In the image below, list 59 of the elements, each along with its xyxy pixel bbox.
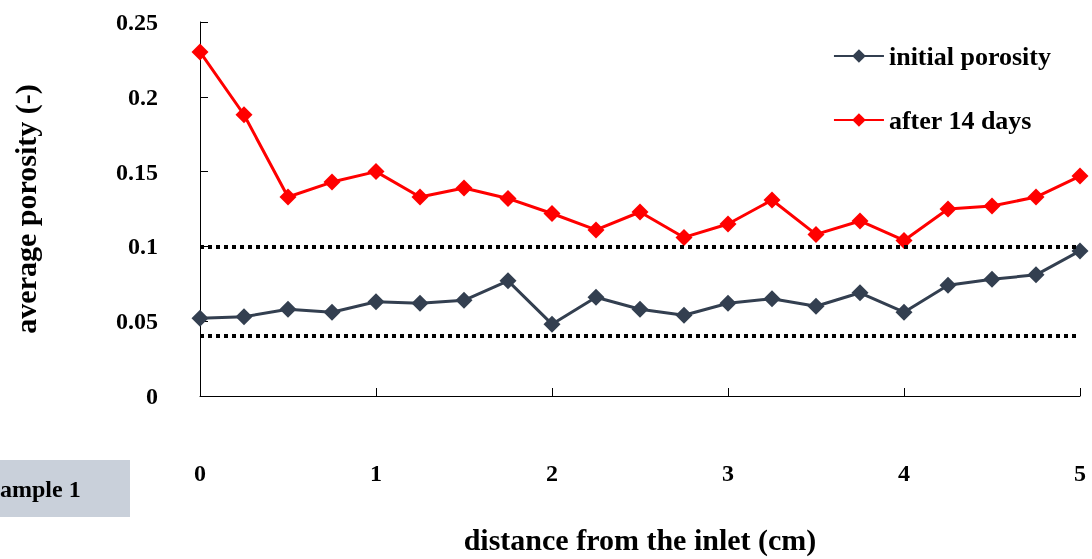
point — [1027, 188, 1045, 206]
x-axis-title: distance from the inlet (cm) — [463, 522, 817, 557]
point — [675, 306, 693, 324]
point — [675, 228, 693, 246]
point — [895, 303, 913, 321]
point — [895, 231, 913, 249]
point — [499, 190, 517, 208]
point — [983, 197, 1001, 215]
y-tick-label: 0.1 — [128, 233, 158, 260]
point — [191, 309, 209, 327]
point — [235, 308, 253, 326]
x-tick-label: 2 — [546, 460, 558, 486]
point — [939, 200, 957, 218]
point — [543, 204, 561, 222]
point — [279, 188, 297, 206]
point — [719, 294, 737, 312]
point — [763, 191, 781, 209]
x-tick-label: 1 — [370, 460, 382, 486]
y-tick-label: 0 — [146, 383, 158, 409]
point — [983, 270, 1001, 288]
y-tick-label: 0.05 — [116, 308, 158, 335]
point — [631, 300, 649, 318]
point — [455, 179, 473, 197]
legend-label: initial porosity — [888, 41, 1051, 71]
x-tick-label: 5 — [1074, 460, 1086, 486]
point — [1027, 266, 1045, 284]
point — [719, 215, 737, 233]
point — [763, 290, 781, 308]
y-tick-label: 0.2 — [128, 83, 158, 110]
point — [411, 294, 429, 312]
x-tick-label: 0 — [194, 460, 206, 486]
x-tick-label: 3 — [722, 460, 734, 486]
point — [411, 188, 429, 206]
point — [323, 303, 341, 321]
point — [323, 173, 341, 191]
point — [279, 300, 297, 318]
point — [587, 288, 605, 306]
point — [455, 291, 473, 309]
point — [543, 315, 561, 333]
point — [191, 43, 209, 61]
y-axis-title: average porosity (-) — [8, 84, 43, 334]
legend-label: after 14 days — [888, 105, 1032, 135]
point — [631, 203, 649, 221]
point — [587, 221, 605, 239]
point — [1071, 167, 1089, 185]
point — [851, 212, 869, 230]
point — [939, 276, 957, 294]
point — [807, 297, 825, 315]
point — [807, 225, 825, 243]
text: ample 1 — [0, 476, 81, 502]
y-tick-label: 0.15 — [116, 158, 158, 185]
point — [499, 272, 517, 290]
y-tick-label: 0.25 — [116, 9, 158, 35]
point — [367, 163, 385, 181]
x-tick-label: 4 — [898, 460, 910, 486]
point — [235, 106, 253, 124]
point — [851, 284, 869, 302]
point — [1071, 242, 1089, 260]
point — [367, 293, 385, 311]
